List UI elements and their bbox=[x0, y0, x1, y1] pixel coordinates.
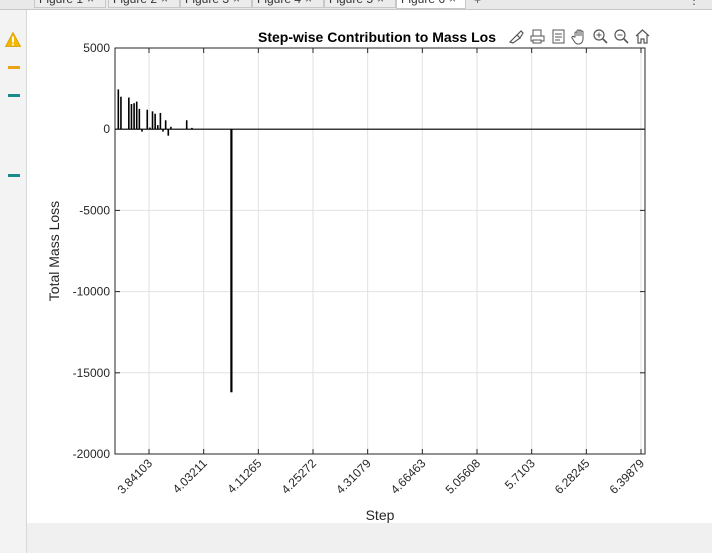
bar bbox=[164, 120, 167, 130]
tab-label: Figure 1 bbox=[39, 0, 83, 6]
x-tick-label: 4.66463 bbox=[388, 456, 429, 497]
issue-marker-1[interactable] bbox=[8, 66, 20, 69]
y-tick-label: -20000 bbox=[73, 447, 111, 461]
bar bbox=[117, 89, 120, 130]
close-icon[interactable]: × bbox=[305, 0, 312, 6]
y-axis-label: Total Mass Loss bbox=[46, 201, 62, 301]
pan-icon[interactable] bbox=[570, 26, 589, 46]
y-tick-label: 5000 bbox=[83, 41, 110, 55]
bar bbox=[135, 101, 138, 130]
tab-label: Figure 5 bbox=[329, 0, 373, 6]
bars bbox=[117, 89, 233, 393]
bar bbox=[151, 111, 154, 130]
bar bbox=[185, 120, 188, 130]
x-tick-label: 6.28245 bbox=[552, 456, 593, 497]
data-tips-icon[interactable] bbox=[549, 26, 568, 46]
tab-figure-5[interactable]: Figure 5 × bbox=[324, 0, 396, 8]
y-tick-label: -15000 bbox=[73, 366, 111, 380]
tab-menu-icon[interactable]: ⋮ bbox=[688, 0, 700, 7]
chart-title: Step-wise Contribution to Mass Los bbox=[258, 29, 496, 45]
y-tick-label: -5000 bbox=[79, 203, 110, 217]
tab-label: Figure 6 bbox=[401, 0, 445, 6]
close-icon[interactable]: × bbox=[161, 0, 168, 6]
x-tick-label: 5.05608 bbox=[443, 456, 484, 497]
warning-icon[interactable] bbox=[4, 31, 22, 52]
plot-area bbox=[115, 48, 645, 454]
bar bbox=[156, 125, 159, 130]
bar bbox=[138, 108, 141, 130]
y-tick-label: -10000 bbox=[73, 285, 111, 299]
close-icon[interactable]: × bbox=[87, 0, 94, 6]
close-icon[interactable]: × bbox=[449, 0, 456, 6]
bar bbox=[170, 126, 172, 130]
x-axis-label: Step bbox=[366, 507, 395, 523]
figure-footer bbox=[27, 523, 712, 553]
bar bbox=[230, 129, 233, 393]
bar bbox=[149, 127, 151, 130]
tab-label: Figure 3 bbox=[185, 0, 229, 6]
home-icon[interactable] bbox=[633, 26, 652, 46]
bar bbox=[154, 113, 156, 130]
tab-figure-2[interactable]: Figure 2 × bbox=[108, 0, 180, 8]
x-tick-label: 4.03211 bbox=[170, 456, 210, 496]
x-tick-label: 4.31079 bbox=[333, 456, 374, 497]
tab-figure-6[interactable]: Figure 6 × bbox=[396, 0, 466, 9]
grid-lines bbox=[115, 47, 645, 455]
close-icon[interactable]: × bbox=[233, 0, 240, 6]
bar bbox=[191, 127, 193, 130]
y-tick-label: 0 bbox=[103, 122, 110, 136]
plot-frame bbox=[114, 47, 646, 455]
add-tab-icon[interactable]: + bbox=[474, 0, 482, 7]
tab-figure-3[interactable]: Figure 3 × bbox=[180, 0, 252, 8]
issue-marker-3[interactable] bbox=[8, 174, 20, 177]
tab-label: Figure 2 bbox=[113, 0, 157, 6]
zoom-in-icon[interactable] bbox=[591, 26, 610, 46]
bar bbox=[130, 104, 133, 130]
bar bbox=[167, 129, 170, 136]
bar bbox=[133, 103, 135, 130]
issue-marker-2[interactable] bbox=[8, 94, 20, 97]
status-gutter bbox=[0, 10, 27, 553]
x-tick-label: 4.11265 bbox=[225, 456, 265, 496]
bar bbox=[159, 112, 162, 130]
x-tick-label: 4.25272 bbox=[279, 456, 320, 497]
tab-figure-1[interactable]: Figure 1 × bbox=[34, 0, 106, 8]
bar bbox=[128, 97, 130, 130]
bar bbox=[141, 129, 143, 132]
print-icon[interactable] bbox=[528, 26, 547, 46]
x-tick-label: 6.39879 bbox=[607, 456, 648, 497]
x-tick-label: 5.7103 bbox=[502, 456, 538, 492]
bar bbox=[120, 96, 122, 130]
figure-tab-bar: Figure 1×Figure 2×Figure 3×Figure 4×Figu… bbox=[0, 0, 712, 10]
tab-figure-4[interactable]: Figure 4 × bbox=[252, 0, 324, 8]
bar bbox=[146, 109, 149, 130]
axes-toolbar bbox=[507, 26, 652, 48]
x-tick-label: 3.84103 bbox=[115, 456, 156, 497]
brush-icon[interactable] bbox=[507, 26, 526, 46]
tab-label: Figure 4 bbox=[257, 0, 301, 6]
bar bbox=[162, 129, 164, 132]
close-icon[interactable]: × bbox=[377, 0, 384, 6]
zoom-out-icon[interactable] bbox=[612, 26, 631, 46]
